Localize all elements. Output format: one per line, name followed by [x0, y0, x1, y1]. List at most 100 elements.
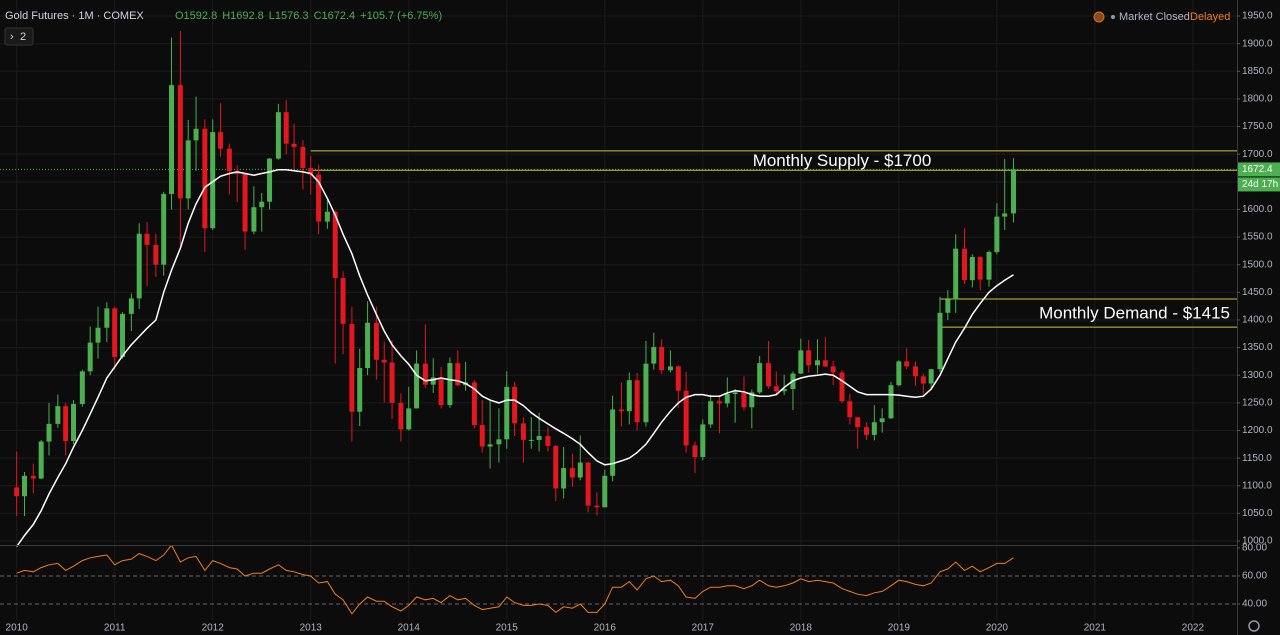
- candle-body: [879, 418, 885, 423]
- candle-body: [814, 360, 820, 366]
- candle-body: [732, 392, 738, 395]
- last-price-box: [1238, 162, 1280, 177]
- candle-body: [594, 505, 600, 508]
- x-tick-label: 2020: [986, 623, 1009, 634]
- candle-body: [308, 167, 314, 175]
- indicator-toggle-arrow: ›: [10, 31, 14, 43]
- candle-body: [683, 390, 689, 446]
- market-status: Market Closed: [1119, 11, 1190, 23]
- candle-body: [259, 201, 265, 208]
- candle-body: [651, 347, 657, 364]
- candle-body: [234, 171, 240, 175]
- candle-body: [479, 424, 485, 447]
- candle-body: [373, 322, 379, 360]
- candle-body: [822, 360, 828, 367]
- candle-body: [87, 342, 93, 372]
- candle-body: [332, 211, 338, 278]
- candle-body: [242, 174, 248, 232]
- candle-body: [406, 408, 412, 430]
- x-tick-label: 2010: [6, 623, 29, 634]
- y-tick-label: 1850.0: [1242, 66, 1273, 77]
- y-tick-label: 1750.0: [1242, 121, 1273, 132]
- line-series: [16, 546, 1014, 615]
- candle-body: [71, 403, 77, 441]
- x-tick-label: 2022: [1182, 623, 1205, 634]
- status-icon: [1093, 11, 1105, 23]
- candle-body: [904, 361, 910, 367]
- y-tick-label: 60.00: [1242, 571, 1267, 582]
- candle-body: [520, 423, 526, 440]
- y-tick-label: 1450.0: [1242, 287, 1273, 298]
- candle-body: [316, 174, 322, 222]
- y-tick-label: 1000.0: [1242, 536, 1273, 547]
- candle-body: [994, 216, 1000, 252]
- y-tick-label: 1600.0: [1242, 204, 1273, 215]
- candle-body: [324, 211, 330, 222]
- candle-body: [962, 248, 968, 281]
- candle-body: [545, 436, 551, 446]
- candle-body: [871, 422, 877, 435]
- x-tick-label: 2019: [888, 623, 911, 634]
- candle-body: [945, 299, 951, 313]
- candle-body: [855, 417, 861, 428]
- y-tick-label: 1100.0: [1242, 480, 1272, 491]
- candle-body: [447, 363, 453, 406]
- candle-body: [381, 359, 387, 363]
- candle-body: [773, 386, 779, 392]
- candle-body: [504, 386, 510, 440]
- y-tick-label: 1200.0: [1242, 425, 1273, 436]
- candle-body: [716, 401, 722, 404]
- candle-body: [177, 85, 183, 199]
- candle-body: [765, 363, 771, 387]
- candle-body: [512, 386, 518, 424]
- y-tick-label: 1500.0: [1242, 259, 1273, 270]
- candle-body: [487, 444, 493, 447]
- candle-body: [136, 233, 142, 299]
- x-tick-label: 2011: [104, 623, 126, 634]
- candle-body: [389, 362, 395, 403]
- settings-icon[interactable]: [1248, 620, 1260, 632]
- candle-body: [153, 244, 159, 265]
- candle-body: [1011, 169, 1017, 214]
- ohlc-legend-item: O1592.8: [175, 10, 217, 22]
- y-tick-label: 1950.0: [1242, 11, 1273, 22]
- candle-body: [798, 350, 804, 374]
- candle-body: [749, 392, 755, 408]
- ohlc-legend-item: H1692.8: [222, 10, 264, 22]
- indicator-toggle[interactable]: [4, 27, 34, 46]
- candle-body: [161, 193, 167, 265]
- candle-body: [969, 256, 975, 281]
- candle-body: [536, 436, 542, 440]
- candle-body: [63, 406, 69, 441]
- ohlc-legend: O1592.8 H1692.8 L1576.3 C1672.4 +105.7 (+6.7…: [175, 10, 442, 22]
- candle-body: [496, 439, 502, 445]
- candle-body: [22, 475, 28, 497]
- candle-body: [659, 347, 665, 371]
- candle-body: [422, 363, 428, 385]
- candle-body: [398, 402, 404, 430]
- y-tick-label: 1550.0: [1242, 232, 1273, 243]
- candle-body: [267, 158, 273, 202]
- candle-body: [839, 372, 845, 402]
- grid: [0, 0, 1237, 620]
- candle-body: [888, 385, 894, 419]
- candle-body: [920, 376, 926, 384]
- candle-body: [104, 308, 110, 328]
- candle-body: [120, 313, 126, 357]
- candle-body: [896, 361, 902, 386]
- x-tick-label: 2015: [496, 623, 519, 634]
- candle-body: [357, 368, 363, 412]
- candle-body: [30, 475, 36, 479]
- candle-body: [226, 148, 232, 172]
- indicator-count: 2: [20, 31, 26, 43]
- candle-body: [626, 380, 632, 412]
- candle-body: [95, 327, 101, 343]
- candle-body: [79, 371, 85, 404]
- candle-body: [781, 389, 787, 392]
- candle-body: [300, 146, 306, 168]
- candle-body: [14, 487, 20, 497]
- candle-body: [528, 439, 534, 441]
- y-tick-label: 1250.0: [1242, 398, 1273, 409]
- candle-body: [757, 363, 763, 393]
